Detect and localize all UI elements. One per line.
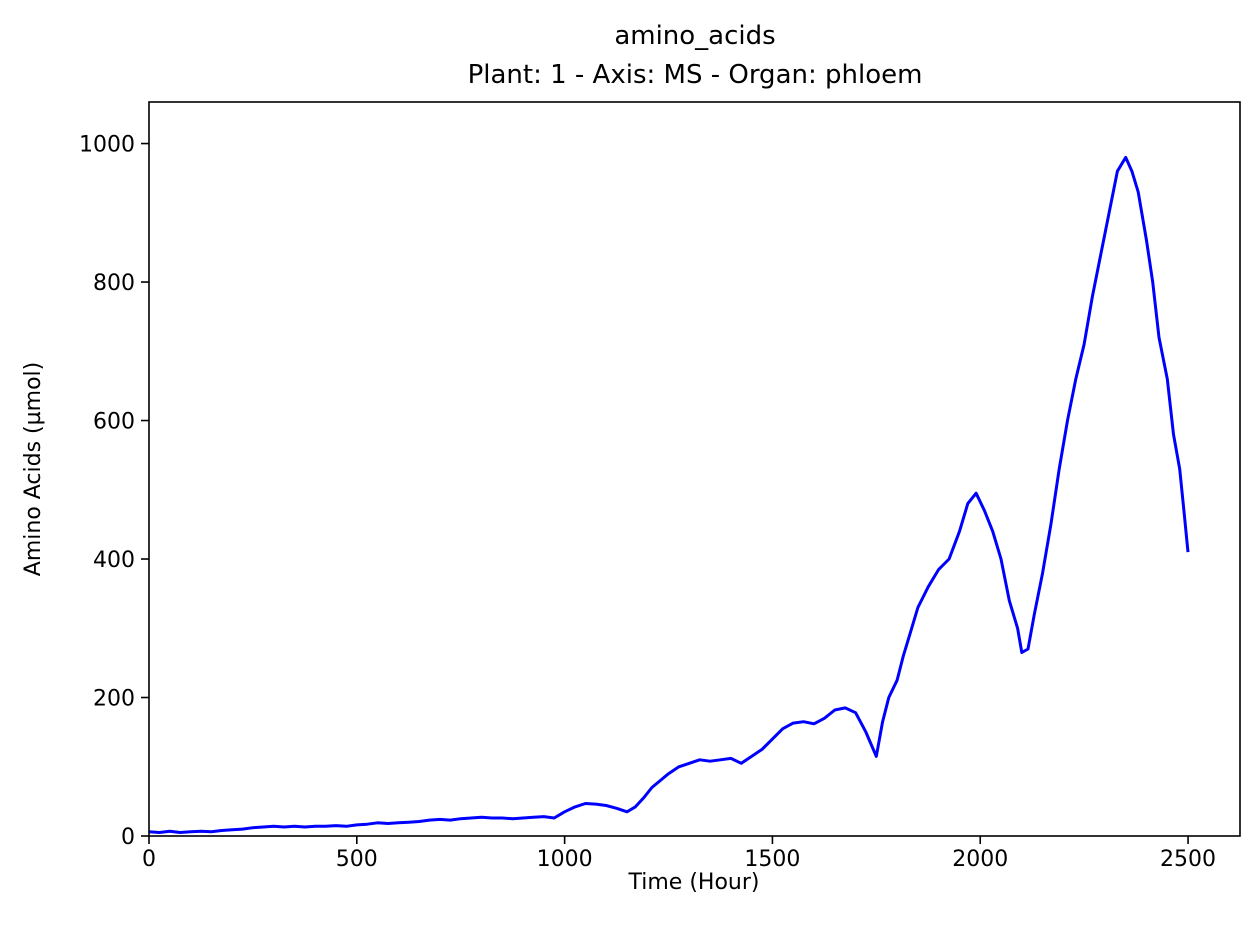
- x-tick-label: 0: [142, 847, 156, 872]
- chart-subtitle: Plant: 1 - Axis: MS - Organ: phloem: [468, 60, 923, 90]
- y-tick-label: 600: [93, 410, 135, 435]
- chart-title: amino_acids: [614, 21, 775, 51]
- x-tick-label: 1000: [537, 847, 593, 872]
- x-tick-label: 2000: [952, 847, 1008, 872]
- y-axis-label: Amino Acids (µmol): [21, 362, 46, 576]
- plot-area: [148, 155, 1190, 834]
- x-axis: 0 500 1000 1500 2000 2500: [142, 836, 1216, 872]
- plot-frame: [148, 101, 1241, 837]
- y-axis: 0 200 400 600 800 1000: [79, 133, 149, 850]
- x-tick-label: 1500: [744, 847, 800, 872]
- y-tick-label: 1000: [79, 133, 135, 158]
- y-tick-label: 200: [93, 687, 135, 712]
- x-tick-label: 2500: [1160, 847, 1216, 872]
- y-tick-label: 0: [121, 825, 135, 850]
- x-axis-label: Time (Hour): [628, 870, 760, 895]
- y-tick-label: 400: [93, 548, 135, 573]
- y-tick-label: 800: [93, 271, 135, 296]
- series-line: [148, 155, 1190, 834]
- x-tick-label: 500: [336, 847, 378, 872]
